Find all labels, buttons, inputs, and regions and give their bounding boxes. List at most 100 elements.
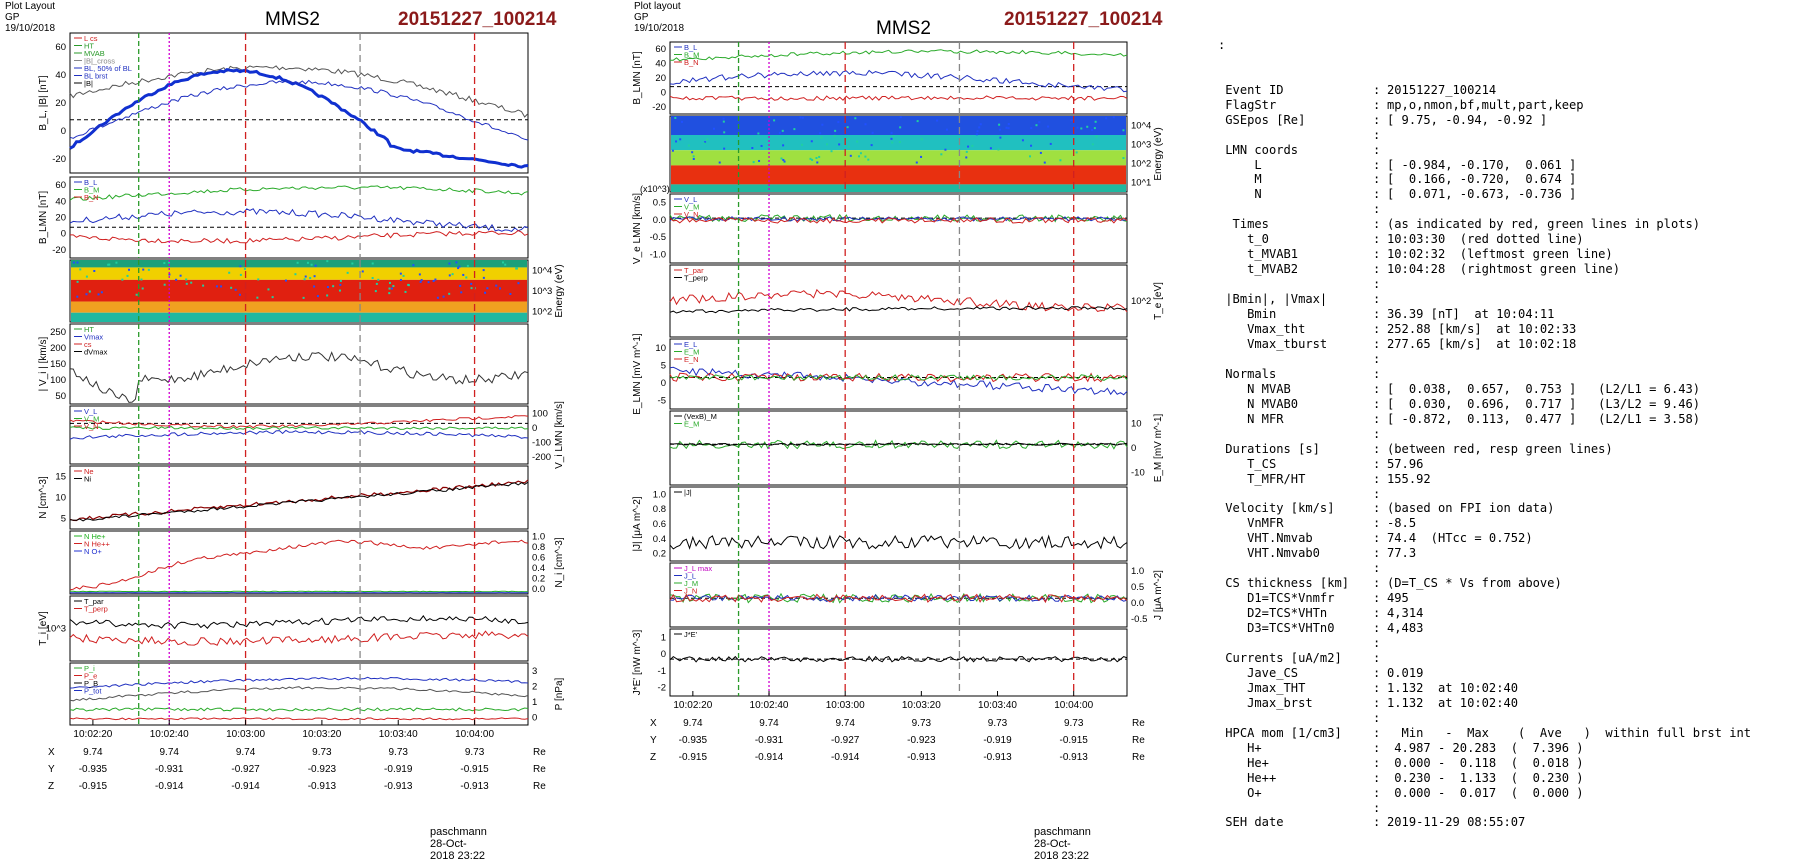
- spectrogram-speckle: [1105, 117, 1107, 119]
- spectrogram-speckle: [89, 291, 91, 293]
- info-key: SEH date: [1218, 815, 1373, 828]
- spectrogram-speckle: [388, 292, 390, 294]
- spectrogram-speckle: [1070, 119, 1072, 121]
- info-row: :: [1218, 128, 1798, 143]
- spectrogram-speckle: [332, 285, 334, 287]
- spectrogram-speckle: [294, 273, 296, 275]
- info-colon: :: [1373, 172, 1387, 187]
- info-row: N MVAB0:[ 0.030, 0.696, 0.717 ] (L3/L2 =…: [1218, 397, 1798, 412]
- info-value: [ 0.038, 0.657, 0.753 ] (L2/L1 = 6.43): [1387, 382, 1700, 397]
- info-row: Bmin:36.39 [nT] at 10:04:11: [1218, 307, 1798, 322]
- spectrogram-speckle: [185, 278, 187, 280]
- spectrogram-speckle: [921, 138, 923, 140]
- ephemeris-unit: Re: [533, 764, 546, 775]
- spectrogram-speckle: [230, 287, 232, 289]
- left-footer: paschmann 28-Oct-2018 23:22: [430, 826, 487, 862]
- ephemeris-value: -0.913: [460, 781, 489, 792]
- spectrogram-speckle: [837, 121, 839, 123]
- spectrogram-speckle: [758, 160, 760, 162]
- info-colon: :: [1373, 232, 1387, 247]
- ephemeris-value: -0.913: [1060, 752, 1089, 763]
- x-tick-label: 10:03:00: [226, 729, 265, 740]
- info-key: [1218, 487, 1373, 502]
- spectrogram-speckle: [782, 144, 784, 146]
- spectrogram-speckle: [499, 287, 501, 289]
- spectrogram-speckle: [872, 132, 874, 134]
- spectrogram-speckle: [235, 289, 237, 291]
- spectrogram-speckle: [891, 141, 893, 143]
- spectrogram-speckle: [443, 296, 445, 298]
- ephemeris-value: -0.931: [755, 735, 784, 746]
- spectrogram-speckle: [240, 274, 242, 276]
- spectrogram-speckle: [860, 152, 862, 154]
- spectrogram-speckle: [101, 291, 103, 293]
- y-axis-label: | V_i | [km/s]: [38, 336, 49, 391]
- right-tick-label: 0.5: [1131, 582, 1144, 593]
- x-tick-label: 10:03:40: [379, 729, 418, 740]
- spectrogram-speckle: [1059, 159, 1061, 161]
- spectrogram-speckle: [391, 288, 393, 290]
- info-value: [ -0.984, -0.170, 0.061 ]: [1387, 158, 1576, 173]
- spectrogram-speckle: [917, 120, 919, 122]
- info-colon: :: [1373, 202, 1387, 217]
- right-tick-label: -200: [532, 452, 551, 463]
- right-tick-label: 0: [532, 423, 537, 434]
- info-colon: :: [1373, 501, 1387, 516]
- y-tick-label: 0.8: [653, 504, 666, 515]
- info-colon: :: [1373, 546, 1387, 561]
- info-key: [1218, 202, 1373, 217]
- y-axis-label: J*E' [nW m^-3]: [632, 630, 643, 696]
- ephemeris-value: 9.73: [465, 747, 485, 758]
- ephemeris-value: -0.914: [831, 752, 860, 763]
- info-key: [1218, 636, 1373, 651]
- ephemeris-label: Z: [48, 781, 54, 792]
- info-row: HPCA mom [1/cm3]: Min - Max ( Ave ) with…: [1218, 726, 1798, 741]
- spectrogram-speckle: [1022, 139, 1024, 141]
- spectrogram-speckle: [1006, 127, 1008, 129]
- info-colon: :: [1373, 307, 1387, 322]
- y-tick-label: 15: [55, 472, 66, 483]
- ephemeris-value: -0.915: [460, 764, 489, 775]
- spectrogram-band: [71, 267, 527, 279]
- spectrogram-speckle: [891, 132, 893, 134]
- info-row: SEH date:2019-11-29 08:55:07: [1218, 815, 1798, 828]
- spectrogram-speckle: [495, 285, 497, 287]
- spectrogram-speckle: [313, 285, 315, 287]
- info-value: -8.5: [1387, 516, 1416, 531]
- x-tick-label: 10:02:20: [673, 700, 712, 711]
- y-tick-label: 5: [661, 360, 666, 371]
- spectrogram-speckle: [713, 128, 715, 130]
- info-value: 20151227_100214: [1387, 83, 1496, 98]
- info-colon: :: [1373, 606, 1387, 621]
- y-tick-label: 0: [61, 229, 66, 240]
- right-tick-label: 10^4: [532, 265, 552, 276]
- spectrogram-speckle: [820, 136, 822, 138]
- info-key: Vmax_tburst: [1218, 337, 1373, 352]
- ephemeris-value: -0.919: [983, 735, 1012, 746]
- right-tick-label: 0: [1131, 443, 1136, 454]
- info-colon: :: [1373, 217, 1387, 232]
- y-tick-label: 200: [50, 343, 66, 354]
- right-tick-label: 1.0: [532, 531, 545, 542]
- spectrogram-speckle: [462, 274, 464, 276]
- info-key: GSEpos [Re]: [1218, 113, 1373, 128]
- right-axis-label: N_i [cm^-3]: [554, 537, 565, 587]
- info-key: t_0: [1218, 232, 1373, 247]
- info-value: 0.230 - 1.133 ( 0.230 ): [1387, 771, 1584, 786]
- info-key: Velocity [km/s]: [1218, 501, 1373, 516]
- spectrogram-speckle: [781, 158, 783, 160]
- info-row: D3=TCS*VHTn0:4,483: [1218, 621, 1798, 636]
- spectrogram-speckle: [362, 270, 364, 272]
- info-value: 0.000 - 0.118 ( 0.018 ): [1387, 756, 1584, 771]
- y-tick-label: 5: [61, 514, 66, 525]
- spectrogram-speckle: [674, 117, 676, 119]
- y-tick-label: 50: [55, 391, 66, 402]
- y-tick-label: -2: [658, 683, 666, 694]
- spectrogram-speckle: [376, 283, 378, 285]
- info-row: VHT.Nmvab:74.4 (HTcc = 0.752): [1218, 531, 1798, 546]
- y-tick-label: 0: [661, 87, 666, 98]
- info-colon: :: [1373, 262, 1387, 277]
- info-value: 10:03:30 (red dotted line): [1387, 232, 1584, 247]
- spectrogram-speckle: [220, 285, 222, 287]
